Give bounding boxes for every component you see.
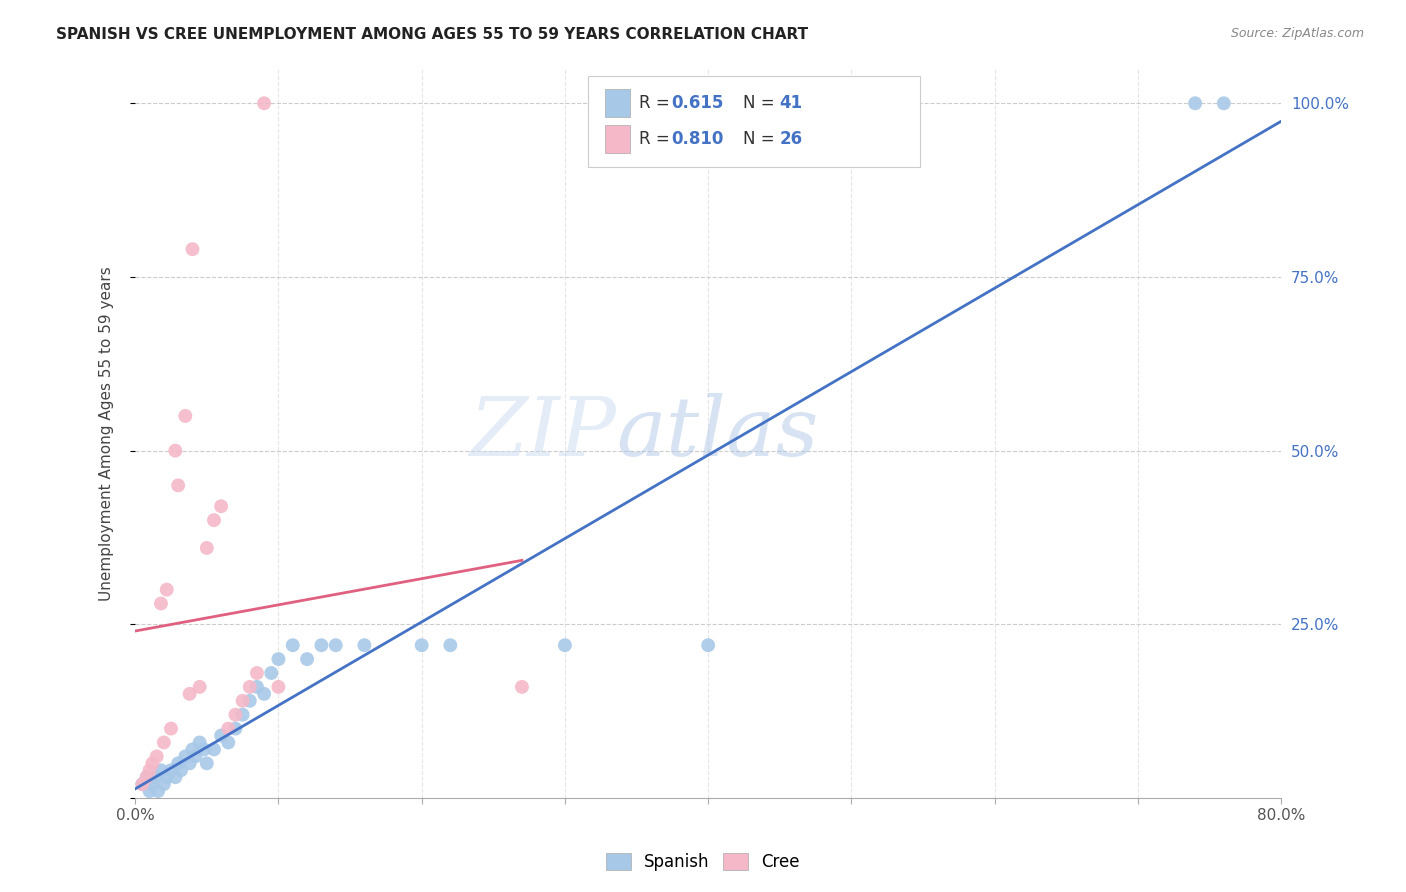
Point [181, 742, 204, 756]
Text: N =: N = [742, 130, 779, 148]
Point [160, 764, 183, 778]
Point [181, 242, 204, 256]
Point [246, 680, 269, 694]
Point [131, 777, 153, 791]
Point [267, 652, 290, 666]
Point [167, 478, 190, 492]
Point [246, 665, 269, 680]
Point [224, 707, 246, 722]
Point [554, 638, 576, 652]
Point [174, 749, 197, 764]
FancyBboxPatch shape [605, 89, 630, 117]
Point [295, 652, 318, 666]
Point [146, 784, 169, 798]
Point [179, 756, 201, 771]
Point [143, 770, 166, 784]
Y-axis label: Unemployment Among Ages 55 to 59 years: Unemployment Among Ages 55 to 59 years [100, 266, 114, 600]
Text: ZIP: ZIP [470, 393, 616, 474]
Point [188, 680, 211, 694]
Point [153, 777, 176, 791]
Point [160, 722, 183, 736]
Text: N =: N = [742, 94, 779, 112]
Point [156, 582, 179, 597]
Point [232, 707, 254, 722]
Legend: Spanish, Cree: Spanish, Cree [598, 845, 808, 880]
Point [209, 729, 232, 743]
FancyBboxPatch shape [588, 76, 920, 167]
Point [232, 694, 254, 708]
Point [353, 638, 375, 652]
Text: R =: R = [640, 94, 675, 112]
Point [135, 770, 157, 784]
Point [411, 638, 433, 652]
Point [145, 749, 167, 764]
Point [179, 687, 201, 701]
Point [165, 443, 187, 458]
Point [697, 638, 720, 652]
Point [149, 597, 172, 611]
Point [217, 722, 239, 736]
Point [260, 665, 283, 680]
Point [167, 756, 190, 771]
Point [135, 770, 157, 784]
Point [253, 96, 276, 111]
Point [510, 680, 533, 694]
Point [202, 513, 225, 527]
Text: 0.810: 0.810 [672, 130, 724, 148]
Point [170, 764, 193, 778]
Point [131, 777, 153, 791]
Point [141, 756, 163, 771]
Point [156, 770, 179, 784]
Point [239, 694, 262, 708]
Text: Source: ZipAtlas.com: Source: ZipAtlas.com [1230, 27, 1364, 40]
Point [325, 638, 347, 652]
Point [165, 770, 187, 784]
Text: atlas: atlas [616, 393, 818, 474]
Point [1212, 96, 1234, 111]
Point [209, 500, 232, 514]
Point [184, 749, 207, 764]
Point [138, 764, 160, 778]
Point [217, 735, 239, 749]
Point [138, 784, 160, 798]
Point [195, 756, 218, 771]
Text: 0.615: 0.615 [672, 94, 724, 112]
Point [311, 638, 333, 652]
Text: R =: R = [640, 130, 675, 148]
Point [195, 541, 218, 555]
Point [141, 777, 163, 791]
Point [153, 735, 176, 749]
Point [202, 742, 225, 756]
Text: 26: 26 [779, 130, 803, 148]
Point [267, 680, 290, 694]
Point [188, 735, 211, 749]
Point [239, 680, 262, 694]
Point [253, 687, 276, 701]
Point [281, 638, 304, 652]
Point [174, 409, 197, 423]
Text: SPANISH VS CREE UNEMPLOYMENT AMONG AGES 55 TO 59 YEARS CORRELATION CHART: SPANISH VS CREE UNEMPLOYMENT AMONG AGES … [56, 27, 808, 42]
Point [149, 764, 172, 778]
Point [439, 638, 461, 652]
Text: 41: 41 [779, 94, 803, 112]
Point [224, 722, 246, 736]
Point [193, 742, 215, 756]
FancyBboxPatch shape [605, 126, 630, 153]
Point [1184, 96, 1206, 111]
